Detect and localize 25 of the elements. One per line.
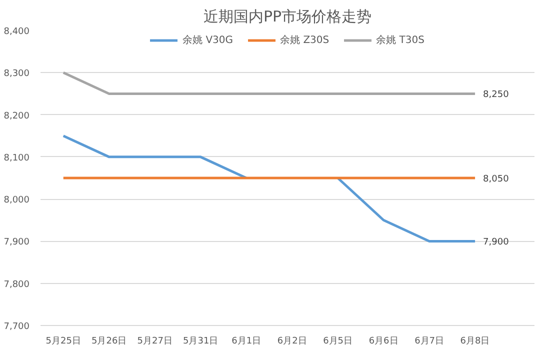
- y-tick-label: 8,200: [4, 111, 30, 122]
- x-tick-label: 5月26日: [92, 336, 127, 346]
- data-label: 7,900: [483, 238, 510, 248]
- x-tick-label: 6月8日: [460, 336, 490, 346]
- legend-label: 余姚 V30G: [182, 34, 234, 47]
- x-tick-label: 6月6日: [368, 336, 398, 346]
- x-tick-label: 6月5日: [323, 336, 353, 346]
- data-label: 8,050: [483, 174, 510, 184]
- x-tick-label: 5月25日: [46, 336, 81, 346]
- y-tick-label: 8,000: [4, 196, 30, 206]
- data-label: 8,250: [483, 90, 510, 100]
- x-tick-label: 5月27日: [137, 336, 172, 346]
- chart-title: 近期国内PP市场价格走势: [203, 8, 372, 26]
- legend-label: 余姚 Z30S: [280, 34, 330, 47]
- legend-label: 余姚 T30S: [376, 34, 424, 47]
- x-tick-label: 5月31日: [183, 336, 218, 346]
- y-tick-label: 8,400: [4, 27, 30, 37]
- y-tick-label: 8,300: [4, 69, 30, 80]
- y-tick-label: 7,700: [4, 322, 30, 332]
- x-tick-label: 6月2日: [277, 336, 307, 346]
- y-tick-label: 7,800: [4, 280, 30, 290]
- x-tick-label: 6月7日: [414, 336, 444, 346]
- x-tick-label: 6月1日: [232, 336, 262, 346]
- y-tick-label: 8,100: [4, 153, 30, 164]
- y-tick-label: 7,900: [4, 238, 30, 248]
